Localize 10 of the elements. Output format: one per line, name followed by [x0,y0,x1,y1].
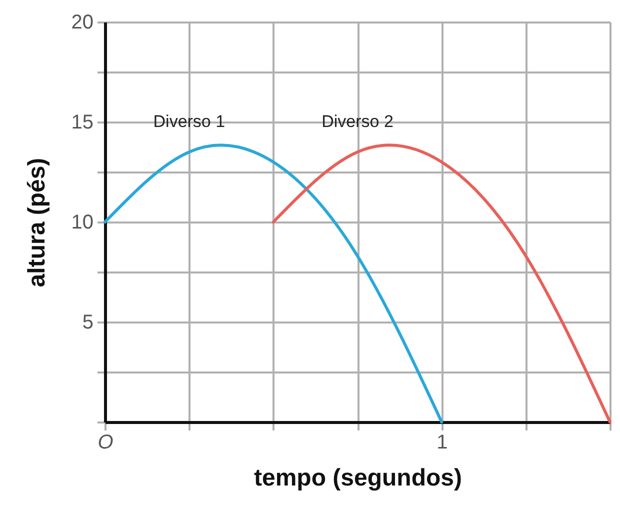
x-tick-label: O [98,432,114,454]
y-tick-label: 15 [71,112,94,134]
y-tick-label: 10 [71,212,94,234]
series-label: Diverso 2 [322,112,394,131]
y-axis-title: altura (pés) [23,158,50,288]
x-axis-title: tempo (segundos) [254,464,462,492]
y-tick-label: 5 [82,312,94,334]
series-label: Diverso 1 [153,112,226,131]
y-tick-label: 20 [71,12,94,34]
x-tick-label: 1 [436,432,448,454]
